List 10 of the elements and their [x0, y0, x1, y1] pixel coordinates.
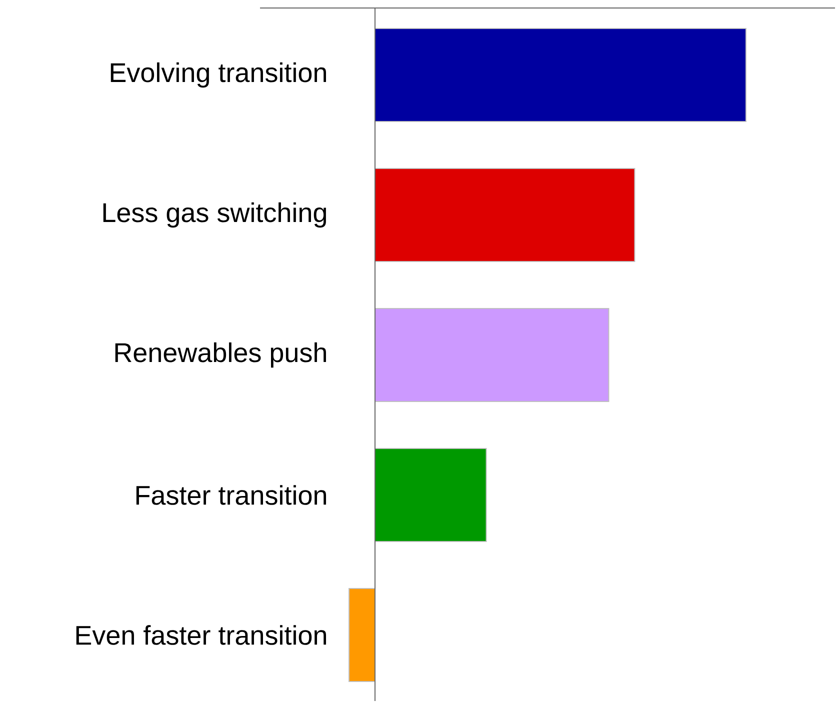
y-tick-label: Less gas switching — [103, 202, 326, 228]
bar — [374, 168, 636, 262]
y-tick-label: Faster transition — [136, 485, 326, 506]
bar — [374, 28, 746, 122]
bar — [374, 308, 610, 402]
bar — [374, 448, 487, 542]
y-tick-label: Renewables push — [115, 342, 326, 368]
y-tick-label: Even faster transition — [76, 625, 326, 646]
y-tick-label: Evolving transition — [110, 62, 326, 88]
bar — [348, 588, 376, 682]
